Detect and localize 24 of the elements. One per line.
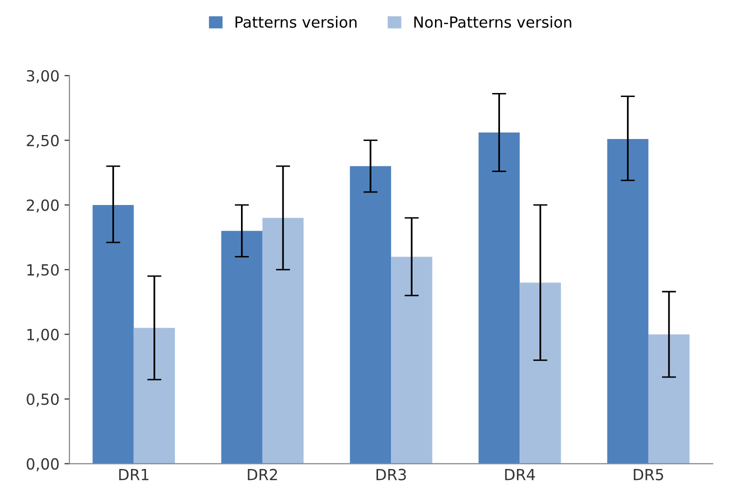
y-tick-label: 0,00 (26, 458, 59, 472)
y-tick-label: 0,50 (26, 393, 59, 407)
bar (391, 256, 432, 464)
y-tick-label: 1,00 (27, 328, 59, 342)
bar (134, 328, 175, 464)
x-tick-label: DR2 (248, 468, 277, 480)
x-tick-label: DR3 (376, 468, 406, 480)
bar (648, 334, 690, 464)
bar (478, 132, 520, 464)
bar (607, 138, 648, 464)
legend-label: Patterns version (236, 16, 357, 28)
legend-label: Non-Patterns version (414, 16, 572, 28)
bar (350, 166, 392, 464)
bar (221, 230, 262, 464)
x-tick-label: DR1 (119, 469, 148, 480)
y-tick-label: 2,00 (26, 199, 59, 213)
y-tick-label: 1,50 (27, 264, 59, 278)
x-tick-label: DR4 (505, 469, 535, 480)
bar (520, 282, 561, 464)
y-tick-label: 2,50 (26, 134, 59, 148)
x-tick-label: DR5 (634, 469, 664, 480)
bar (262, 218, 304, 464)
y-tick-label: 3,00 (26, 70, 59, 84)
bar (92, 204, 134, 464)
